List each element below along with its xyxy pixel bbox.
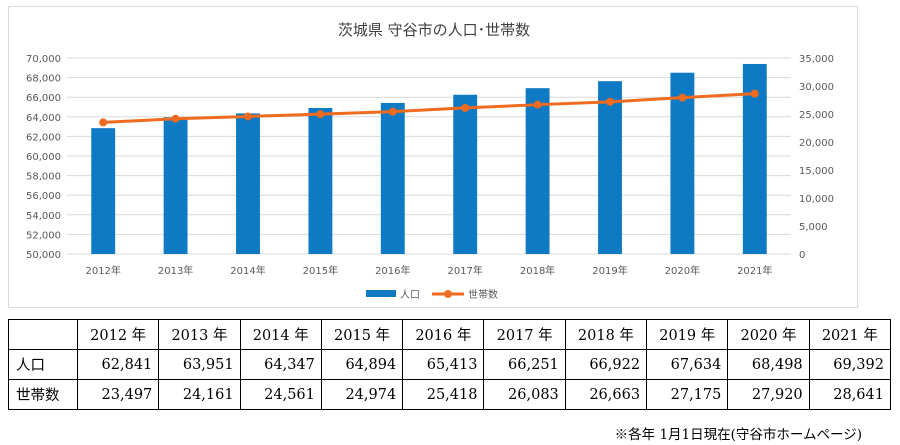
table-cell: 28,641 [808, 379, 892, 410]
y-right-tick-label: 35,000 [799, 54, 834, 65]
table-header: 2021 年 [808, 319, 892, 350]
table-cell: 23,497 [76, 379, 160, 410]
table-cell: 27,920 [727, 379, 810, 410]
chart-frame: 茨城県 守谷市の人口･世帯数 50,000 52,000 54,000 56,000 58… [8, 6, 858, 308]
bar-population [163, 117, 188, 254]
table-header: 2015 年 [320, 319, 404, 350]
table-cell: 64,347 [239, 349, 322, 380]
table-header: 2020 年 [727, 319, 810, 350]
table-cell: 66,922 [564, 349, 648, 380]
table-cell: 65,413 [402, 349, 485, 380]
row-label-households: 世帯数 [8, 379, 78, 410]
legend-swatch-population [366, 290, 396, 297]
point-households [99, 118, 108, 127]
point-households [316, 110, 325, 119]
table-header: 2019 年 [646, 319, 729, 350]
point-households [606, 97, 614, 106]
bar-population [91, 128, 116, 254]
x-tick-label: 2019年 [592, 264, 627, 277]
table-cell: 68,498 [727, 349, 810, 380]
table-header: 2017 年 [483, 319, 566, 350]
y-left-tick-label: 58,000 [26, 172, 61, 183]
table-header: 2018 年 [564, 319, 648, 350]
x-tick-label: 2014年 [230, 264, 265, 277]
x-tick-label: 2015年 [303, 264, 338, 277]
bar-population [742, 63, 767, 254]
y-left-tick-label: 50,000 [26, 250, 61, 261]
y-right-tick-label: 5,000 [799, 222, 828, 233]
table-cell: 67,634 [646, 349, 729, 380]
y-left-tick-label: 68,000 [26, 74, 61, 85]
table-header-row: 2012 年 2013 年 2014 年 2015 年 2016 年 2017 … [8, 319, 892, 350]
row-label-population: 人口 [8, 349, 78, 380]
table-header: 2012 年 [76, 319, 160, 350]
table-row: 世帯数 23,497 24,161 24,561 24,974 25,418 2… [8, 379, 892, 410]
y-left-tick-label: 62,000 [26, 132, 61, 143]
point-households [461, 103, 470, 112]
y-right-tick-label: 15,000 [799, 166, 834, 177]
x-tick-label: 2013年 [158, 264, 193, 277]
point-households [171, 114, 180, 123]
bar-population [380, 102, 405, 254]
bar-population [525, 88, 550, 254]
table-cell: 62,841 [76, 349, 160, 380]
bar-population [598, 81, 622, 254]
point-households [678, 93, 687, 102]
table-cell: 24,974 [320, 379, 404, 410]
table-cell: 24,161 [158, 379, 241, 410]
x-tick-label: 2018年 [520, 264, 555, 277]
legend-label-households: 世帯数 [468, 288, 498, 301]
table-header: 2013 年 [158, 319, 241, 350]
y-right-tick-label: 0 [799, 250, 805, 261]
y-right-tick-label: 20,000 [799, 138, 834, 149]
table-cell: 69,392 [808, 349, 892, 380]
y-left-tick-label: 60,000 [26, 152, 61, 163]
legend-marker-households [444, 290, 452, 298]
x-tick-label: 2012年 [85, 264, 120, 277]
table-cell: 25,418 [402, 379, 485, 410]
table-cell: 63,951 [158, 349, 241, 380]
legend-label-population: 人口 [400, 289, 420, 301]
y-right-tick-label: 10,000 [799, 194, 834, 205]
chart-title: 茨城県 守谷市の人口･世帯数 [338, 21, 530, 39]
table-cell: 66,251 [483, 349, 566, 380]
table-header: 2014 年 [239, 319, 322, 350]
table-cell: 26,083 [483, 379, 566, 410]
point-households [244, 112, 252, 121]
table-row: 人口 62,841 63,951 64,347 64,894 65,413 66… [8, 349, 892, 380]
point-households [388, 107, 397, 116]
population-household-chart: 茨城県 守谷市の人口･世帯数 50,000 52,000 54,000 56,000 58… [26, 21, 834, 301]
table-corner [8, 319, 78, 350]
table-cell: 24,561 [239, 379, 322, 410]
point-households [750, 89, 759, 98]
y-left-tick-label: 52,000 [26, 230, 61, 241]
bar-population [236, 113, 260, 254]
bar-population [308, 108, 333, 254]
x-tick-label: 2016年 [375, 264, 410, 277]
table-cell: 26,663 [564, 379, 648, 410]
y-left-tick-label: 54,000 [26, 211, 61, 222]
y-left-tick-label: 70,000 [26, 54, 61, 65]
y-left-tick-label: 66,000 [26, 93, 61, 104]
y-left-tick-label: 56,000 [26, 191, 61, 202]
table-cell: 64,894 [320, 349, 404, 380]
bar-population [453, 94, 478, 254]
footnote: ※各年 1月1日現在(守谷市ホームページ) [614, 427, 862, 443]
x-tick-label: 2021年 [737, 264, 772, 277]
x-tick-label: 2017年 [447, 264, 482, 277]
data-table: 2012 年 2013 年 2014 年 2015 年 2016 年 2017 … [8, 319, 892, 410]
bar-population [670, 72, 695, 254]
table-header: 2016 年 [402, 319, 485, 350]
y-left-tick-label: 64,000 [26, 113, 61, 124]
y-right-tick-label: 30,000 [799, 82, 834, 93]
x-tick-label: 2020年 [665, 264, 700, 277]
y-right-tick-label: 25,000 [799, 110, 834, 121]
point-households [533, 100, 542, 109]
table-cell: 27,175 [646, 379, 729, 410]
line-households [103, 92, 755, 124]
